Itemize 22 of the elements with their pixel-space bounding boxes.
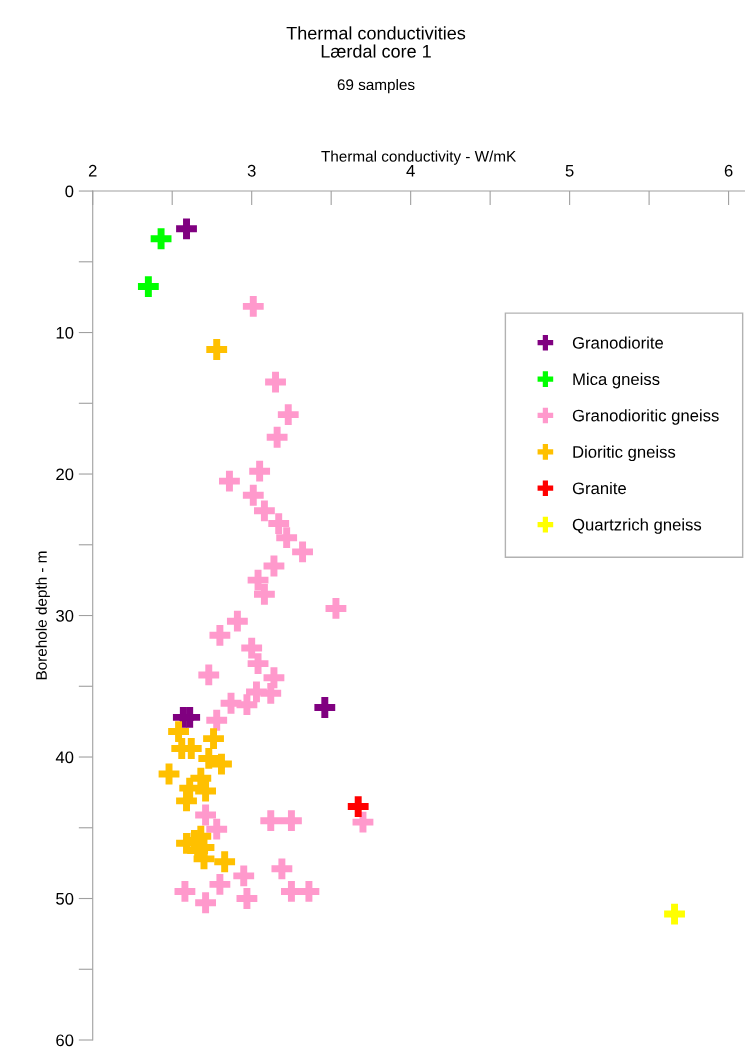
legend-label: Granite — [572, 481, 626, 495]
y-tick-label: 50 — [56, 892, 74, 905]
x-tick-label: 4 — [406, 165, 415, 177]
y-tick-label: 30 — [56, 609, 74, 622]
y-axis-title: Borehole depth - m — [35, 551, 50, 680]
x-tick-label: 6 — [724, 164, 733, 177]
chart-title: Thermal conductivities Lærdal core 1 — [286, 26, 466, 58]
chart-subtitle: 69 samples — [337, 78, 415, 94]
y-tick-label: 60 — [56, 1034, 74, 1047]
x-tick-label: 5 — [565, 165, 574, 177]
x-tick-label: 3 — [247, 164, 256, 177]
legend-label: Granodioritic gneiss — [572, 409, 719, 425]
y-tick-label: 0 — [65, 185, 74, 198]
legend-label: Mica gneiss — [573, 372, 660, 389]
legend-label: Granodiorite — [572, 336, 664, 349]
legend-label: Dioritic gneiss — [573, 445, 676, 462]
legend-label: Quartzrich gneiss — [572, 518, 702, 534]
y-tick-label: 10 — [56, 326, 74, 339]
x-tick-label: 2 — [88, 164, 97, 177]
y-tick-label: 40 — [55, 751, 74, 764]
y-tick-label: 20 — [56, 468, 74, 481]
x-axis-title: Thermal conductivity - W/mK — [321, 150, 517, 165]
